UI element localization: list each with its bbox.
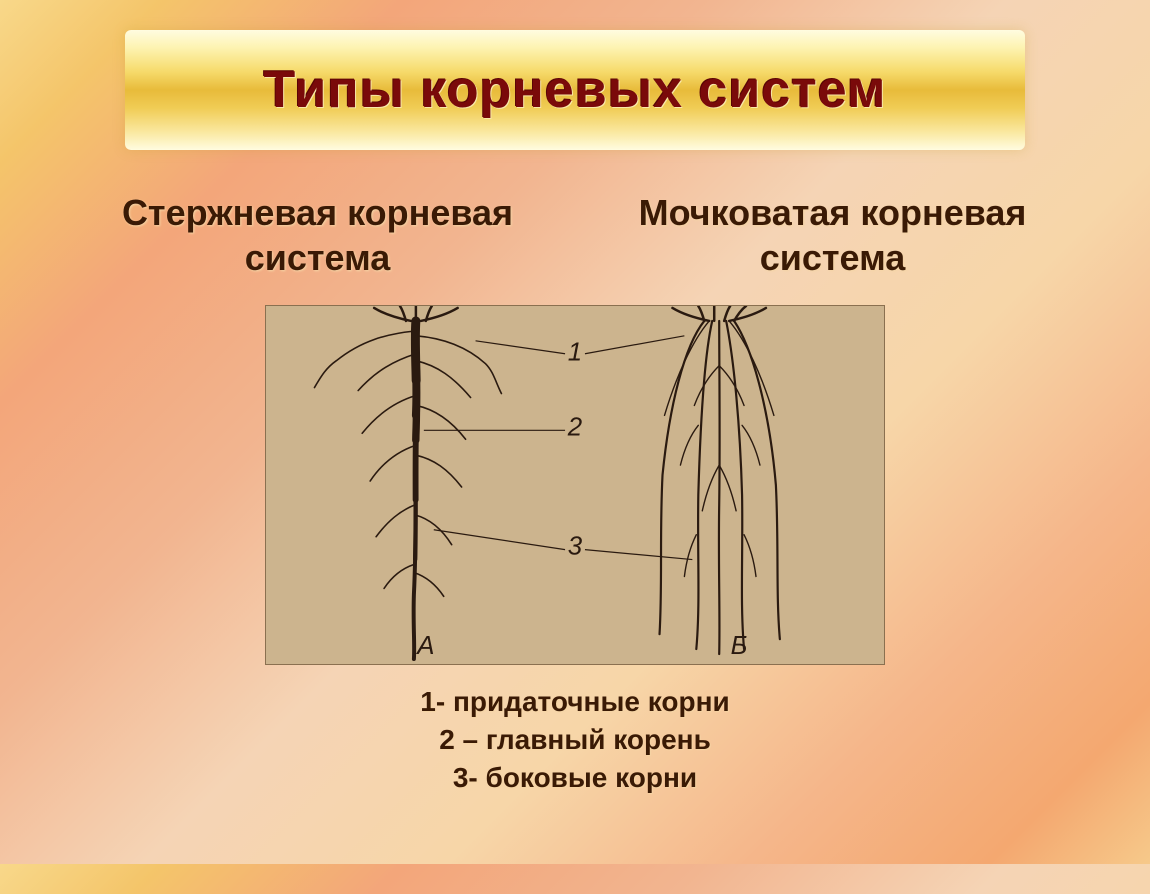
svg-text:А: А bbox=[415, 632, 434, 660]
legend-line-3: 3- боковые корни bbox=[0, 759, 1150, 797]
root-diagram-svg: 1 2 3 А Б bbox=[266, 306, 884, 664]
subtitle-row: Стержневая корневая система Мочковатая к… bbox=[0, 190, 1150, 280]
subtitle-left: Стержневая корневая система bbox=[86, 190, 550, 280]
root-diagram: 1 2 3 А Б bbox=[265, 305, 885, 665]
svg-text:2: 2 bbox=[567, 413, 582, 441]
title-banner: Типы корневых систем bbox=[125, 30, 1025, 150]
legend-line-1: 1- придаточные корни bbox=[0, 683, 1150, 721]
legend-line-2: 2 – главный корень bbox=[0, 721, 1150, 759]
legend: 1- придаточные корни 2 – главный корень … bbox=[0, 683, 1150, 796]
svg-text:1: 1 bbox=[568, 339, 582, 367]
subtitle-right: Мочковатая корневая система bbox=[601, 190, 1065, 280]
page-title: Типы корневых систем bbox=[264, 60, 887, 120]
svg-text:3: 3 bbox=[568, 533, 583, 561]
svg-text:Б: Б bbox=[731, 632, 748, 660]
